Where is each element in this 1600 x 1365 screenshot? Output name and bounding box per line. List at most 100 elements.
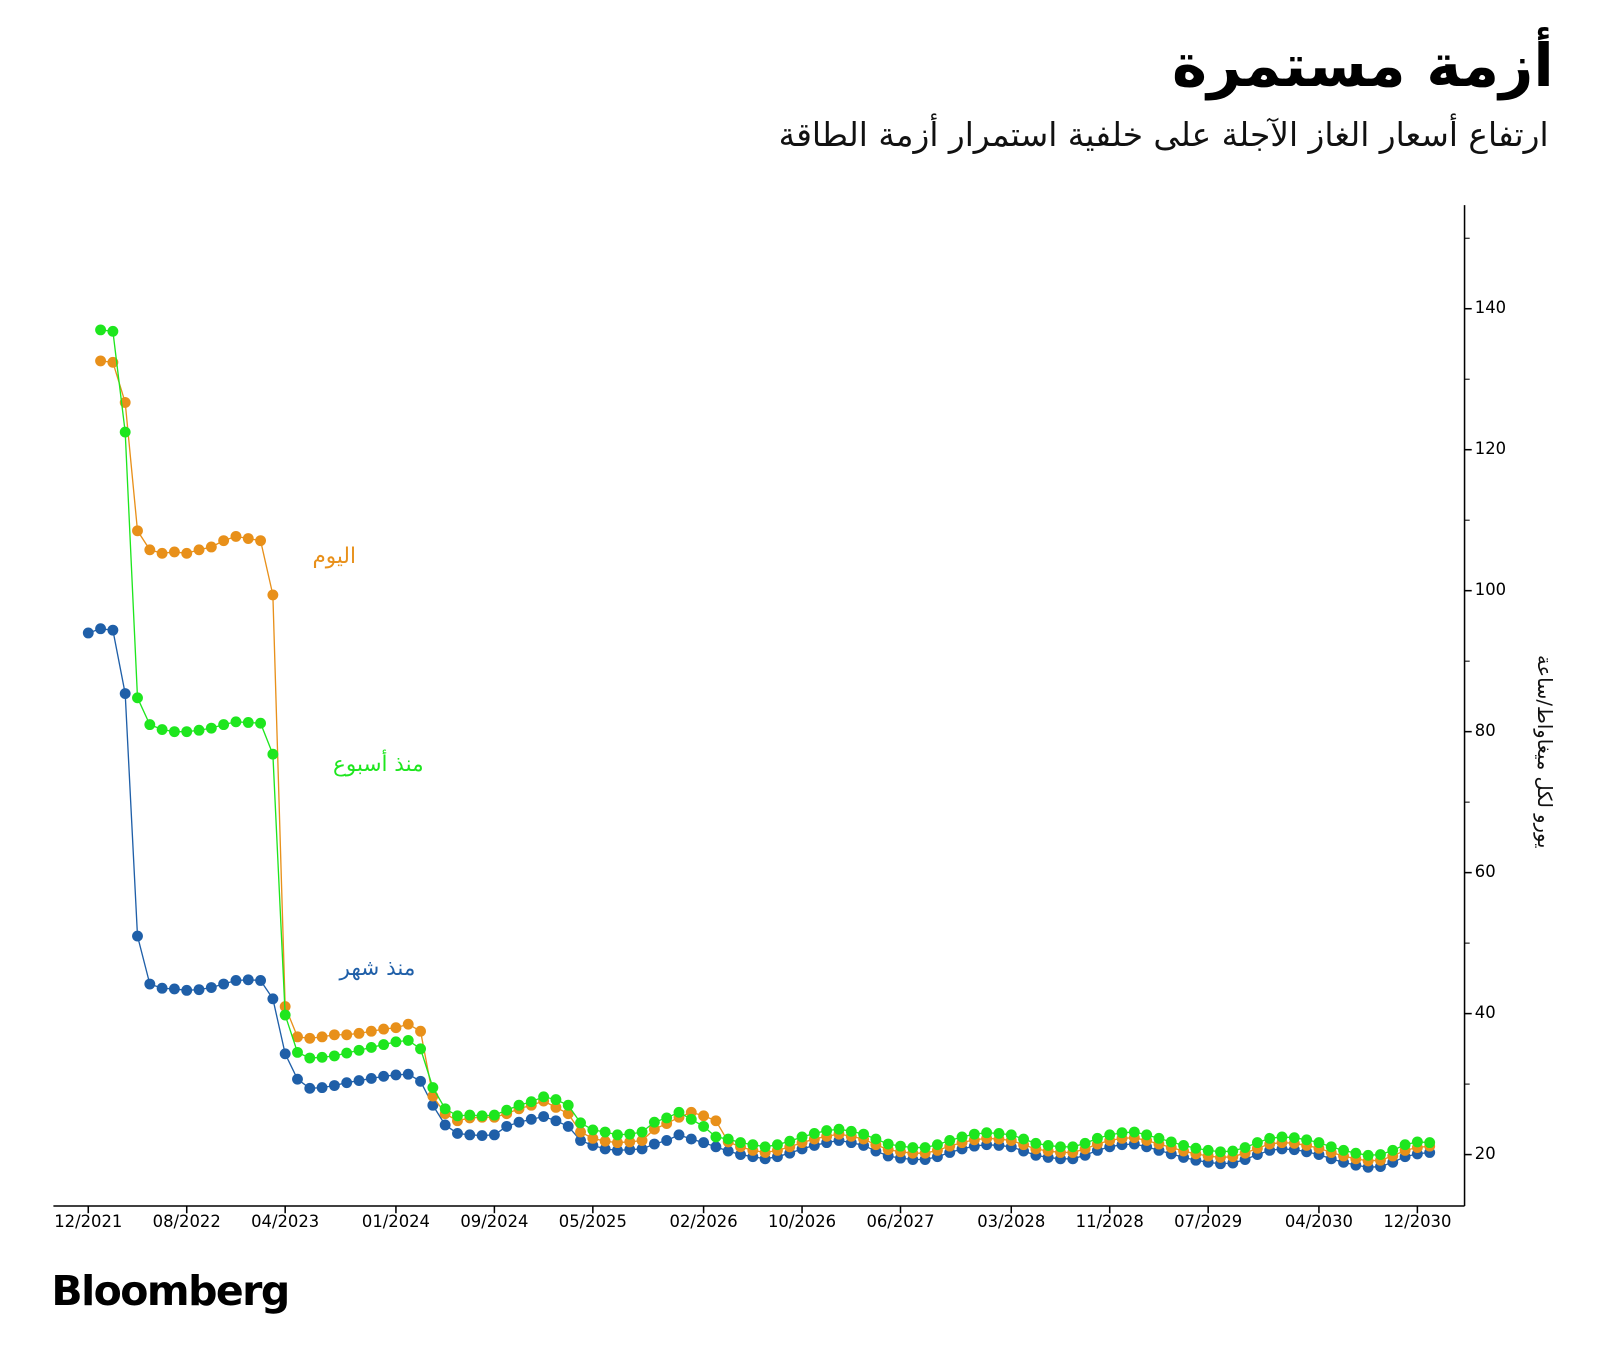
data-point xyxy=(439,1103,451,1115)
x-tick-label: 09/2024 xyxy=(460,1212,528,1231)
data-point xyxy=(1215,1146,1226,1158)
data-point xyxy=(279,1048,291,1060)
data-point xyxy=(415,1025,426,1037)
data-point xyxy=(636,1143,648,1155)
x-tick-label: 10/2026 xyxy=(768,1212,836,1231)
data-point xyxy=(1301,1134,1313,1146)
data-point xyxy=(1128,1126,1140,1138)
data-point xyxy=(156,547,168,559)
data-point xyxy=(1141,1129,1153,1141)
data-point xyxy=(144,978,156,990)
data-point xyxy=(772,1139,783,1151)
x-tick-label: 12/2021 xyxy=(54,1212,122,1231)
data-point xyxy=(218,719,230,731)
data-point xyxy=(205,722,217,734)
x-tick-label: 01/2024 xyxy=(362,1212,430,1231)
data-point xyxy=(132,692,143,704)
data-point xyxy=(488,1109,500,1121)
data-point xyxy=(205,541,217,553)
data-point xyxy=(870,1133,882,1145)
data-point xyxy=(1042,1139,1054,1151)
data-point xyxy=(981,1127,993,1139)
data-point xyxy=(107,356,119,368)
data-point xyxy=(993,1128,1005,1139)
data-point xyxy=(562,1108,574,1120)
data-point xyxy=(931,1139,943,1151)
y-tick-label: 40 xyxy=(1475,1003,1496,1022)
data-point xyxy=(735,1149,746,1161)
data-point xyxy=(181,726,193,738)
data-point xyxy=(612,1129,623,1141)
x-tick-label: 03/2028 xyxy=(977,1212,1045,1231)
data-point xyxy=(341,1029,353,1041)
data-point xyxy=(341,1047,353,1059)
data-point xyxy=(193,724,205,736)
data-point xyxy=(895,1140,906,1152)
data-point xyxy=(747,1139,759,1151)
data-point xyxy=(353,1075,365,1087)
data-point xyxy=(538,1091,550,1103)
data-point xyxy=(845,1125,857,1137)
y-tick-label: 60 xyxy=(1475,862,1496,881)
data-point xyxy=(1338,1144,1349,1156)
data-point xyxy=(292,1031,303,1043)
x-tick-label: 02/2026 xyxy=(670,1212,738,1231)
data-point xyxy=(1079,1137,1091,1149)
data-point xyxy=(575,1117,586,1129)
data-point xyxy=(1350,1147,1362,1159)
data-point xyxy=(710,1131,722,1143)
data-point xyxy=(267,589,279,601)
data-point xyxy=(525,1096,537,1108)
data-point xyxy=(439,1119,451,1131)
data-point xyxy=(599,1143,611,1155)
data-point xyxy=(390,1069,402,1081)
data-point xyxy=(710,1141,722,1153)
data-point xyxy=(181,984,193,996)
data-point xyxy=(1264,1132,1276,1144)
data-point xyxy=(95,355,107,367)
data-point xyxy=(1399,1139,1411,1151)
chart-title: أزمة مستمرة xyxy=(1172,27,1554,101)
x-tick-label: 07/2029 xyxy=(1174,1212,1242,1231)
data-point xyxy=(1165,1136,1177,1148)
data-point xyxy=(427,1099,439,1111)
data-point xyxy=(304,1082,316,1094)
data-point xyxy=(1030,1137,1042,1149)
data-point xyxy=(624,1136,636,1148)
data-point xyxy=(193,984,205,996)
data-point xyxy=(821,1125,833,1137)
data-point xyxy=(661,1112,673,1124)
data-point xyxy=(365,1042,377,1053)
data-point xyxy=(230,716,242,728)
data-point xyxy=(390,1036,402,1048)
data-point xyxy=(242,974,254,986)
x-tick-label: 04/2030 xyxy=(1285,1212,1353,1231)
data-point xyxy=(1116,1127,1128,1139)
data-point xyxy=(107,624,119,636)
data-point xyxy=(1018,1133,1030,1145)
data-point xyxy=(488,1129,500,1141)
data-point xyxy=(292,1046,303,1058)
data-point xyxy=(538,1111,550,1122)
data-point xyxy=(587,1124,599,1136)
chart-subtitle: ارتفاع أسعار الغاز الآجلة على خلفية استم… xyxy=(779,113,1549,154)
series-line xyxy=(100,329,1430,1156)
data-point xyxy=(636,1126,648,1138)
data-point xyxy=(365,1073,377,1084)
series-label: اليوم xyxy=(312,544,355,569)
data-point xyxy=(685,1113,697,1125)
data-point xyxy=(550,1115,562,1127)
data-point xyxy=(501,1104,513,1116)
data-point xyxy=(833,1123,845,1135)
data-point xyxy=(316,1051,328,1063)
data-point xyxy=(95,623,107,635)
data-point xyxy=(378,1070,390,1082)
data-point xyxy=(82,627,94,639)
data-point xyxy=(550,1094,562,1106)
data-point xyxy=(255,717,266,729)
data-point xyxy=(132,525,143,537)
x-tick-label: 12/2030 xyxy=(1383,1212,1451,1231)
data-point xyxy=(1325,1141,1337,1153)
data-point xyxy=(402,1018,414,1030)
